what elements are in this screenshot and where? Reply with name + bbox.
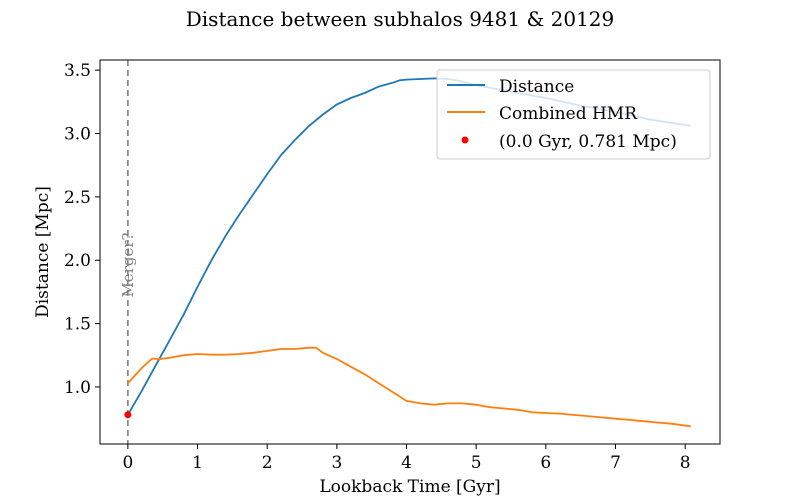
x-tick-label: 0	[122, 453, 133, 473]
x-tick-label: 3	[331, 453, 342, 473]
marker-point	[124, 411, 132, 419]
y-tick-label: 3.0	[64, 125, 91, 145]
legend-marker-swatch	[461, 136, 469, 144]
x-tick-label: 2	[262, 453, 273, 473]
x-tick-label: 6	[540, 453, 551, 473]
y-axis-ticks: 1.0 1.5 2.0 2.5 3.0 3.5	[64, 61, 100, 398]
axes-frame	[99, 59, 721, 445]
x-tick-label: 4	[401, 453, 412, 473]
x-tick-label: 5	[471, 453, 482, 473]
legend-box	[436, 69, 711, 160]
y-tick-label: 1.5	[64, 315, 91, 335]
legend-marker-label: (0.0 Gyr, 0.781 Mpc)	[499, 132, 677, 152]
x-tick-label: 7	[610, 453, 621, 473]
series-line-combined-hmr	[127, 346, 691, 428]
y-tick-label: 3.5	[64, 61, 91, 81]
chart-title: Distance between subhalos 9481 & 20129	[186, 7, 615, 31]
x-tick-label: 1	[192, 453, 203, 473]
y-axis-label: Distance [Mpc]	[33, 186, 53, 318]
x-axis-label: Lookback Time [Gyr]	[319, 477, 500, 497]
y-tick-label: 2.0	[64, 251, 91, 271]
y-tick-label: 1.0	[64, 378, 91, 398]
x-tick-label: 8	[680, 453, 691, 473]
legend: Distance Combined HMR (0.0 Gyr, 0.781 Mp…	[436, 69, 711, 160]
x-axis-ticks: 0 1 2 3 4 5 6 7 8	[122, 444, 691, 473]
merger-annotation: Merger?	[119, 232, 137, 297]
legend-distance-label: Distance	[499, 77, 574, 97]
y-tick-label: 2.5	[64, 188, 91, 208]
legend-hmr-label: Combined HMR	[499, 104, 638, 124]
